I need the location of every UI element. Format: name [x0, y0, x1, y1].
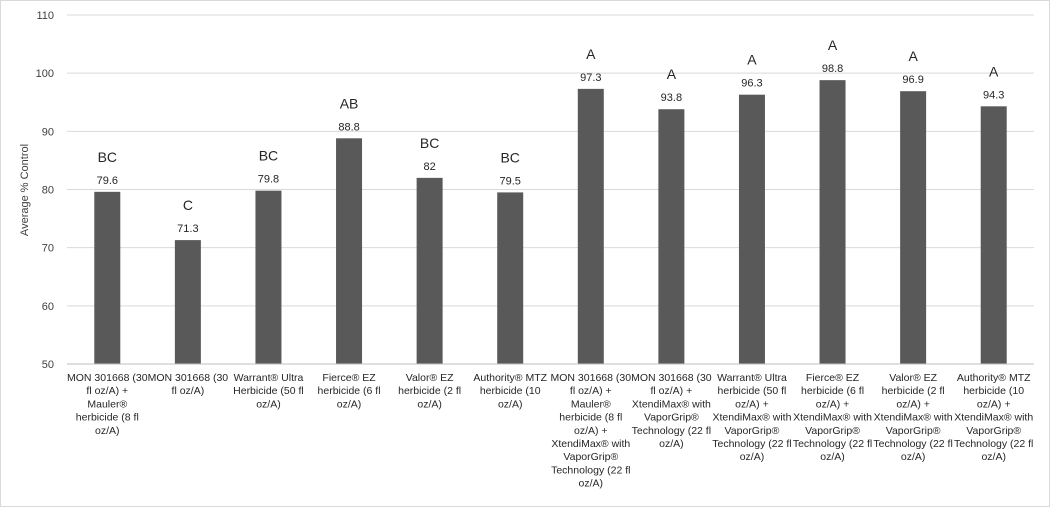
bar — [416, 177, 443, 364]
bar — [577, 88, 604, 364]
x-category-label: Authority® MTZ herbicide (10 oz/A) — [473, 372, 547, 410]
significance-letter: A — [989, 63, 999, 79]
y-axis: 50 60 70 80 90 100 110 — [36, 10, 54, 371]
bar — [174, 240, 201, 364]
x-category-label: MON 301668 (30 fl oz/A) + Mauler® herbicide… — [67, 372, 148, 437]
significance-letter: A — [908, 48, 918, 64]
data-label: 79.6 — [97, 175, 118, 187]
data-labels: 79.6 BC 71.3 C 79.8 BC 88.8 AB 82 BC 79.5 BC 97.3 A 93… — [97, 37, 1005, 235]
data-label: 94.3 — [983, 89, 1004, 101]
x-category-label: Fierce® EZ herbicide (6 fl oz/A) + XtendiMa… — [793, 372, 872, 463]
data-label: 79.5 — [499, 175, 520, 187]
data-label: 96.3 — [741, 78, 762, 90]
bar — [497, 192, 524, 364]
significance-letter: BC — [259, 148, 278, 164]
y-tick-label: 80 — [42, 185, 54, 197]
data-label: 98.8 — [822, 63, 843, 75]
x-axis: MON 301668 (30 fl oz/A) + Mauler® herbicide… — [67, 363, 1034, 490]
bar — [900, 91, 927, 364]
data-label: 93.8 — [661, 92, 682, 104]
y-tick-label: 70 — [42, 243, 54, 255]
bars — [94, 80, 1007, 365]
significance-letter: BC — [500, 149, 519, 165]
significance-letter: A — [747, 52, 757, 68]
x-category-label: MON 301668 (30 fl oz/A) + Mauler® herbicide… — [551, 372, 632, 490]
y-tick-label: 60 — [42, 301, 54, 313]
y-tick-label: 90 — [42, 126, 54, 138]
x-category-label: Fierce® EZ herbicide (6 fl oz/A) — [318, 372, 381, 410]
x-category-label: Valor® EZ herbicide (2 fl oz/A) + XtendiMax… — [873, 372, 952, 463]
bar — [738, 94, 765, 365]
x-category-label: MON 301668 (30 fl oz/A) — [148, 372, 229, 397]
significance-letter: C — [183, 197, 193, 213]
bar — [94, 191, 121, 364]
y-tick-label: 110 — [36, 10, 54, 22]
data-label: 82 — [424, 161, 436, 173]
significance-letter: BC — [420, 135, 439, 151]
data-label: 71.3 — [177, 223, 198, 235]
x-category-label: Authority® MTZ herbicide (10 oz/A) + Xtendi… — [954, 372, 1033, 463]
data-label: 79.8 — [258, 174, 279, 186]
significance-letter: A — [667, 66, 677, 82]
x-category-label: MON 301668 (30 fl oz/A) + XtendiMax® with V… — [631, 372, 712, 450]
significance-letter: BC — [98, 149, 117, 165]
bar — [819, 80, 846, 364]
x-category-label: Valor® EZ herbicide (2 fl oz/A) — [398, 372, 461, 410]
y-tick-label: 50 — [42, 359, 54, 371]
bar — [255, 190, 282, 364]
gridlines — [67, 14, 1034, 365]
y-tick-label: 100 — [36, 68, 54, 80]
significance-letter: A — [586, 46, 596, 62]
data-label: 97.3 — [580, 72, 601, 84]
x-category-label: Warrant® Ultra herbicide (50 fl oz/A) + Xte… — [712, 372, 791, 463]
y-axis-label: Average % Control — [19, 144, 31, 236]
significance-letter: AB — [340, 95, 359, 111]
x-category-label: Warrant® Ultra Herbicide (50 fl oz/A) — [233, 372, 304, 410]
bar — [336, 138, 363, 364]
bar — [980, 106, 1007, 365]
data-label: 96.9 — [902, 74, 923, 86]
bar — [658, 109, 685, 364]
significance-letter: A — [828, 37, 838, 53]
data-label: 88.8 — [338, 121, 359, 133]
